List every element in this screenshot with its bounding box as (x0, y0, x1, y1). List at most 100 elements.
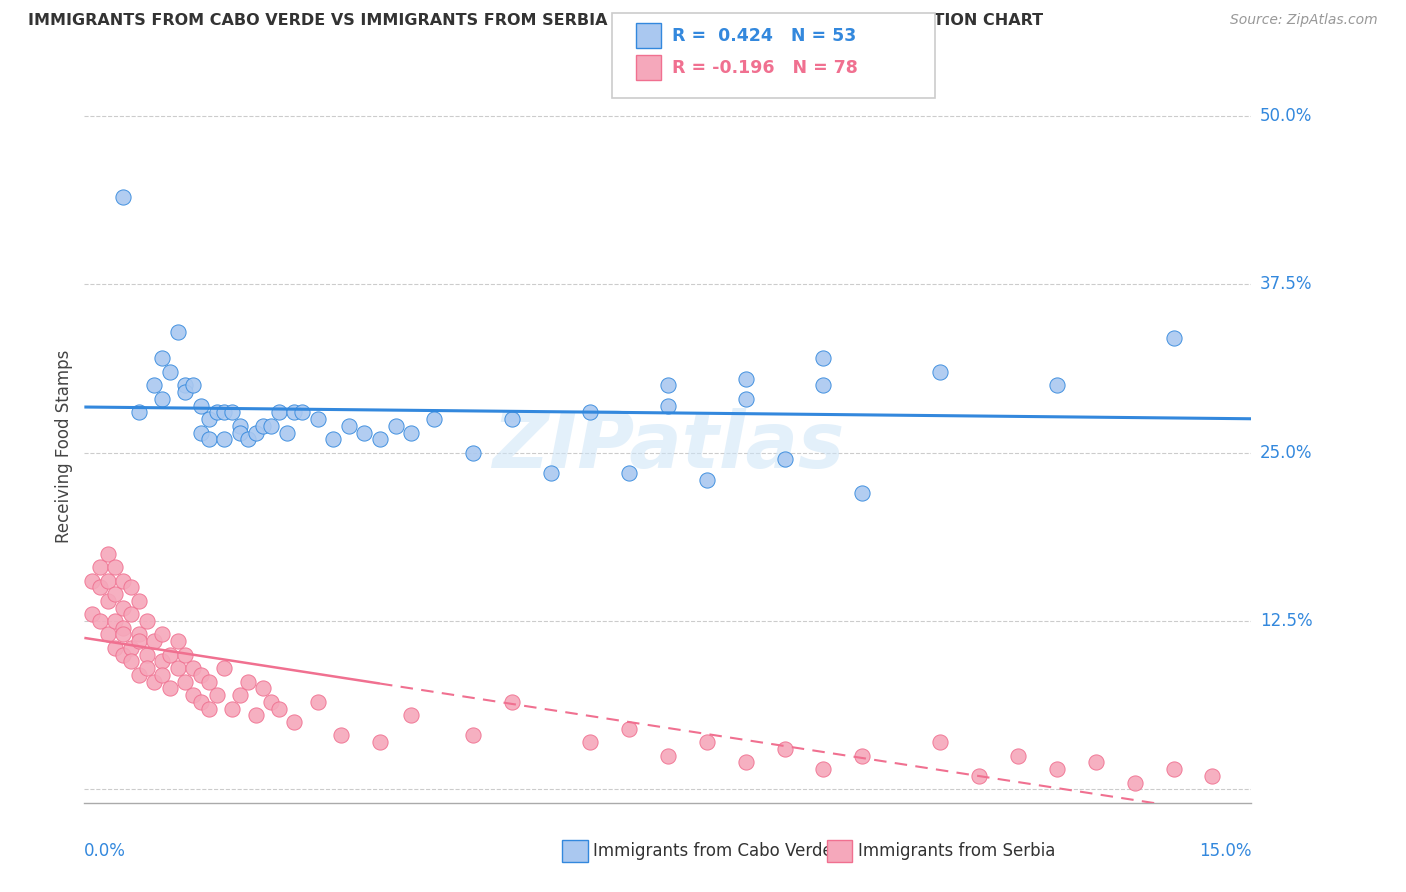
Point (97, 627, 120, 641)
Point (734, 392, 756, 406)
Point (813, 378, 835, 392)
Point (773, 742, 796, 756)
Point (128, 668, 150, 682)
Point (112, 627, 135, 641)
Point (221, 701, 243, 715)
Point (198, 432, 221, 446)
Point (353, 425, 375, 440)
Point (150, 392, 173, 406)
Point (128, 627, 150, 641)
Text: 25.0%: 25.0% (1260, 443, 1312, 462)
Point (337, 418, 360, 433)
Point (851, 486, 873, 500)
Text: Immigrants from Serbia: Immigrants from Serbia (858, 842, 1054, 860)
Point (159, 365, 181, 379)
Point (112, 648, 135, 662)
Point (579, 405, 602, 419)
Point (501, 412, 523, 426)
Point (89, 580, 111, 594)
Point (198, 674, 221, 689)
Point (267, 405, 290, 419)
Point (181, 378, 204, 392)
Point (245, 708, 267, 723)
Point (166, 634, 188, 648)
Point (229, 688, 252, 702)
Text: IMMIGRANTS FROM CABO VERDE VS IMMIGRANTS FROM SERBIA RECEIVING FOOD STAMPS CORRE: IMMIGRANTS FROM CABO VERDE VS IMMIGRANTS… (28, 13, 1043, 29)
Point (166, 325, 188, 339)
Point (174, 378, 197, 392)
Point (252, 418, 274, 433)
Point (181, 661, 204, 675)
Point (190, 668, 212, 682)
Point (291, 405, 314, 419)
Point (190, 399, 212, 413)
Point (236, 674, 259, 689)
Point (307, 412, 329, 426)
Point (143, 634, 166, 648)
Point (1084, 756, 1107, 770)
Point (1046, 378, 1069, 392)
Point (150, 655, 173, 669)
Point (104, 560, 127, 574)
Point (135, 614, 157, 628)
Point (617, 722, 640, 736)
Point (120, 655, 142, 669)
Point (368, 735, 391, 749)
Point (112, 190, 135, 204)
Point (214, 661, 236, 675)
Point (657, 399, 679, 413)
Point (166, 661, 188, 675)
Point (399, 708, 422, 723)
Point (657, 378, 679, 392)
Point (120, 640, 142, 655)
Point (150, 627, 173, 641)
Point (128, 634, 150, 648)
Point (1007, 748, 1029, 763)
Point (135, 648, 157, 662)
Point (150, 351, 173, 366)
Point (384, 418, 406, 433)
Point (283, 405, 305, 419)
Text: Immigrants from Cabo Verde: Immigrants from Cabo Verde (593, 842, 834, 860)
Point (463, 729, 485, 743)
Point (540, 466, 562, 480)
Point (214, 432, 236, 446)
Point (104, 587, 127, 601)
Point (1163, 331, 1185, 345)
Y-axis label: Receiving Food Stamps: Receiving Food Stamps (55, 350, 73, 542)
Point (283, 714, 305, 729)
Point (463, 446, 485, 460)
Point (929, 365, 952, 379)
Point (260, 418, 283, 433)
Point (368, 432, 391, 446)
Point (104, 640, 127, 655)
Point (205, 405, 228, 419)
Point (813, 762, 835, 776)
Point (214, 405, 236, 419)
Point (617, 466, 640, 480)
Point (128, 594, 150, 608)
Text: R = -0.196   N = 78: R = -0.196 N = 78 (672, 59, 858, 77)
Point (190, 425, 212, 440)
Point (657, 748, 679, 763)
Point (159, 681, 181, 696)
Point (120, 580, 142, 594)
Point (89, 614, 111, 628)
Point (579, 735, 602, 749)
Point (501, 695, 523, 709)
Point (330, 729, 353, 743)
Point (423, 412, 446, 426)
Point (112, 621, 135, 635)
Point (229, 425, 252, 440)
Point (734, 756, 756, 770)
Point (221, 405, 243, 419)
Point (1163, 762, 1185, 776)
Point (773, 452, 796, 467)
Point (696, 735, 718, 749)
Text: 0.0%: 0.0% (84, 842, 127, 860)
Point (174, 648, 197, 662)
Point (112, 600, 135, 615)
Point (135, 661, 157, 675)
Text: 37.5%: 37.5% (1260, 276, 1312, 293)
Text: 12.5%: 12.5% (1260, 612, 1312, 630)
